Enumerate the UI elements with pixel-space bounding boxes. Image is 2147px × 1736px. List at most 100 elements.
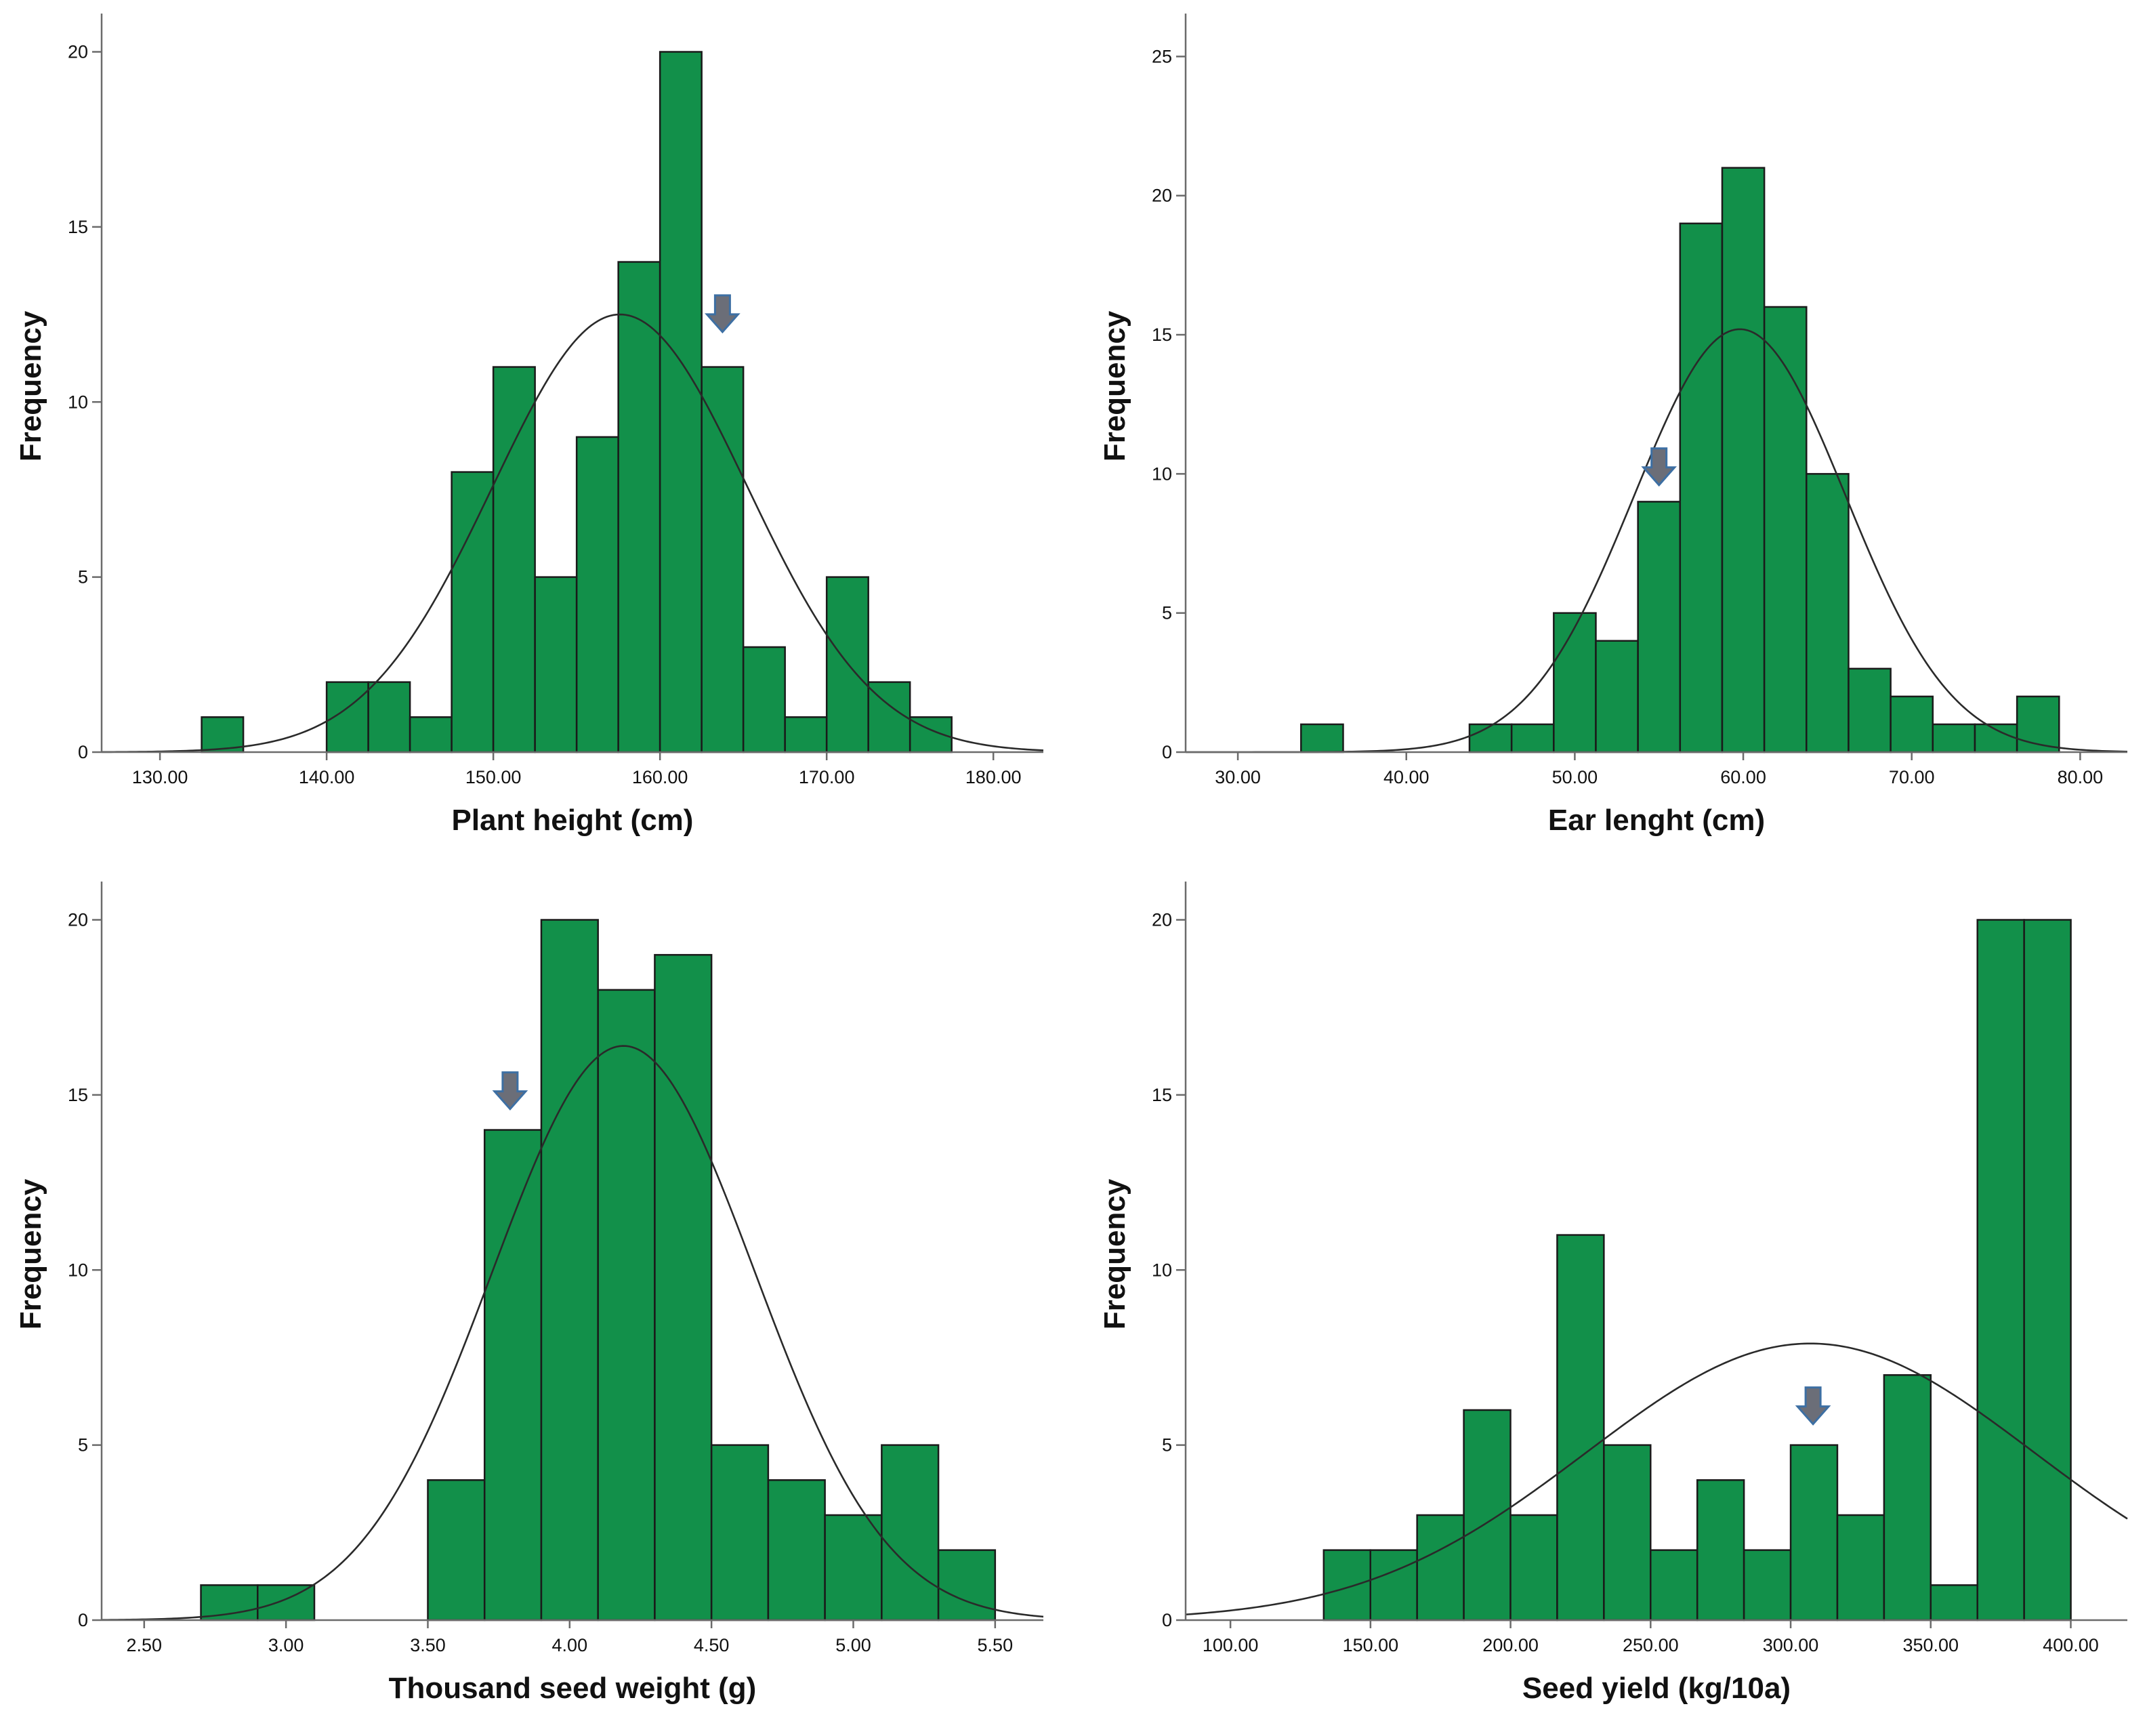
x-tick-label: 180.00: [965, 767, 1022, 787]
x-tick-label: 300.00: [1763, 1635, 1819, 1655]
x-tick-label: 160.00: [632, 767, 688, 787]
x-tick-label: 30.00: [1215, 767, 1261, 787]
y-tick-label: 20: [68, 42, 88, 62]
histogram-bar: [1789, 1444, 1839, 1621]
x-tick-label: 70.00: [1889, 767, 1935, 787]
histogram-bar: [367, 681, 411, 753]
y-tick-label: 0: [78, 1610, 88, 1630]
histogram-bar: [1595, 640, 1639, 753]
y-axis-label: Frequency: [14, 1178, 47, 1329]
histogram-bar: [1553, 612, 1597, 753]
y-tick-label: 20: [1152, 910, 1172, 930]
y-tick-label: 10: [1152, 1260, 1172, 1280]
x-tick-label: 40.00: [1383, 767, 1430, 787]
histogram-bar: [824, 1514, 883, 1621]
x-tick-label: 150.00: [1343, 1635, 1399, 1655]
x-tick-label: 200.00: [1482, 1635, 1539, 1655]
x-tick-label: 140.00: [299, 767, 355, 787]
y-axis-label: Frequency: [14, 310, 47, 461]
chart-ear-length: 0 5 10 15 20 25 30.00 40.00 50.00 60.00 70.00 80.00…: [1098, 14, 2128, 837]
panel-plant-height: 0 5 10 15 20 130.00 140.00 150.00 160.00 170.00 18…: [0, 0, 1073, 868]
histogram-bar: [1836, 1514, 1885, 1621]
y-tick-label: 25: [1152, 46, 1172, 66]
bars: [201, 51, 953, 753]
histogram-bar: [1976, 919, 2025, 1621]
down-arrow-icon: [492, 1071, 528, 1111]
chart-seed-yield: 0 5 10 15 20 100.00 150.00 200.00 250.00 300.00 35…: [1098, 882, 2128, 1705]
normal-curve: [101, 1045, 1044, 1621]
x-tick-label: 5.00: [835, 1635, 871, 1655]
y-tick-label: 5: [78, 1435, 88, 1455]
histogram-bar: [534, 576, 578, 753]
x-tick-label: 4.00: [552, 1635, 588, 1655]
normal-curve: [1185, 1342, 2128, 1615]
histogram-bar: [767, 1479, 826, 1621]
y-tick-label: 20: [1152, 186, 1172, 206]
x-axis-label: Ear lenght (cm): [1548, 804, 1765, 837]
histogram-bar: [2016, 695, 2060, 753]
x-axis-label: Seed yield (kg/10a): [1522, 1672, 1791, 1705]
histogram-bar: [1932, 723, 1976, 753]
chart-plant-height: 0 5 10 15 20 130.00 140.00 150.00 160.00 170.00 18…: [14, 14, 1044, 837]
histogram-bar: [701, 366, 745, 753]
y-tick-label: 0: [1162, 742, 1172, 762]
histogram-bar: [540, 919, 599, 1621]
histogram-bar: [1721, 167, 1766, 753]
panel-thousand-seed-weight: 0 5 10 15 20 2.50 3.00 3.50 4.00 4.50 5.00 5.50 Thou…: [0, 868, 1073, 1736]
x-tick-label: 5.50: [978, 1635, 1014, 1655]
panel-seed-yield: 0 5 10 15 20 100.00 150.00 200.00 250.00 300.00 35…: [1084, 868, 2147, 1736]
normal-curve: [101, 313, 1044, 753]
y-tick-label: 15: [1152, 325, 1172, 345]
histogram-bar: [597, 989, 656, 1621]
histogram-bar: [742, 646, 786, 753]
x-tick-label: 350.00: [1902, 1635, 1959, 1655]
histogram-bar: [1468, 723, 1513, 753]
bars: [1322, 919, 2072, 1621]
histogram-bar: [937, 1549, 997, 1621]
down-arrow-icon: [1795, 1386, 1831, 1426]
down-arrow-icon: [1641, 447, 1677, 487]
histogram-bar: [492, 366, 536, 753]
histogram-bar: [483, 1129, 543, 1621]
x-tick-label: 2.50: [127, 1635, 163, 1655]
histogram-bar: [1743, 1549, 1792, 1621]
histogram-bar: [1603, 1444, 1652, 1621]
histogram-bar: [200, 1584, 259, 1621]
histogram-bar: [1322, 1549, 1371, 1621]
histogram-bar: [617, 261, 661, 753]
histogram-bar: [1848, 667, 1892, 753]
y-tick-label: 15: [1152, 1085, 1172, 1105]
histogram-bar: [427, 1479, 486, 1621]
histogram-bar: [451, 471, 495, 753]
histogram-bar: [1650, 1549, 1698, 1621]
x-axis-label: Plant height (cm): [452, 804, 694, 837]
histogram-bar: [1369, 1549, 1418, 1621]
y-tick-label: 5: [1162, 603, 1172, 623]
y-tick-label: 10: [68, 1260, 88, 1280]
histogram-bar: [409, 716, 453, 753]
histogram-bar: [1806, 473, 1850, 753]
histogram-bar: [1300, 723, 1344, 753]
histogram-bar: [1763, 306, 1808, 753]
x-tick-label: 80.00: [2058, 767, 2104, 787]
histogram-bar: [654, 953, 713, 1621]
x-tick-label: 50.00: [1552, 767, 1598, 787]
histogram-bar: [881, 1444, 940, 1621]
y-tick-label: 20: [68, 910, 88, 930]
histogram-bar: [1679, 222, 1724, 753]
y-tick-label: 10: [68, 392, 88, 412]
y-tick-label: 15: [68, 217, 88, 237]
histogram-bar: [1637, 501, 1682, 753]
histogram-bar: [710, 1444, 770, 1621]
histogram-bar: [1463, 1409, 1512, 1621]
histogram-bar: [784, 716, 828, 753]
histogram-bar: [659, 51, 703, 753]
down-arrow-icon: [705, 294, 741, 334]
y-axis-label: Frequency: [1098, 1178, 1131, 1329]
histogram-bar: [1509, 1514, 1558, 1621]
x-tick-label: 100.00: [1203, 1635, 1259, 1655]
histogram-bar: [1416, 1514, 1465, 1621]
panel-ear-length: 0 5 10 15 20 25 30.00 40.00 50.00 60.00 70.00 80.00…: [1084, 0, 2147, 868]
x-tick-label: 130.00: [132, 767, 188, 787]
